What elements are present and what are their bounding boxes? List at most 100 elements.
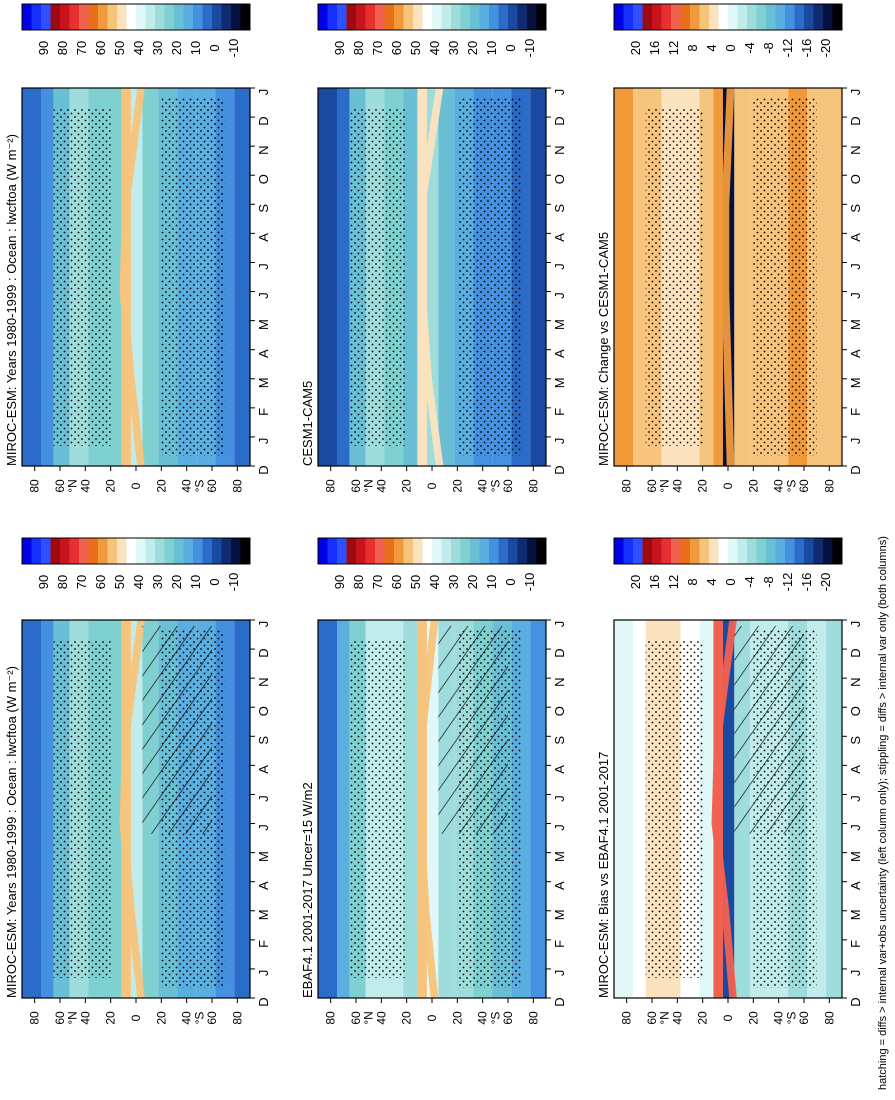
- lat-label: 40: [476, 1011, 490, 1025]
- chart-title: EBAF4.1 2001-2017 Uncer=15 W/m2: [300, 782, 315, 998]
- colorbar-swatch: [718, 4, 729, 30]
- heatmap-band: [130, 88, 143, 466]
- month-label: M: [552, 851, 567, 862]
- heatmap-band: [734, 88, 751, 466]
- lat-label: 80: [28, 479, 42, 493]
- heatmap-band: [337, 620, 350, 998]
- month-label: M: [552, 377, 567, 388]
- colorbar-label: 60: [93, 575, 108, 589]
- colorbar-label: -20: [818, 39, 833, 58]
- month-label: J: [552, 263, 567, 270]
- colorbar-swatch: [785, 538, 795, 564]
- month-label: S: [848, 204, 863, 213]
- month-label: S: [848, 736, 863, 745]
- colorbar-swatch: [413, 4, 423, 30]
- heatmap-band: [722, 620, 735, 998]
- colorbar-label: 80: [55, 41, 70, 55]
- colorbar: 20 16 12 8 4 0 -4 -8 -12 -16 -20: [613, 537, 843, 591]
- month-label: D: [552, 648, 567, 657]
- month-label: M: [256, 909, 271, 920]
- colorbar-swatch: [747, 538, 757, 564]
- colorbar-frame: [317, 3, 547, 31]
- month-label: F: [848, 408, 863, 416]
- lat-label: 60: [205, 1011, 219, 1025]
- south-label: °S: [784, 480, 798, 493]
- stippling: [645, 640, 703, 978]
- colorbar-label: 8: [685, 578, 700, 585]
- lat-label: 80: [620, 1011, 634, 1025]
- chart-panel: D J F M A M J J A S O N D J 80 60 40 20 0 20 40 60 80 °N °S MIROC…: [596, 87, 863, 493]
- colorbar-swatch: [155, 538, 165, 564]
- month-label: D: [256, 997, 271, 1006]
- heatmap-band: [130, 620, 143, 998]
- colorbar-swatch: [614, 538, 624, 564]
- colorbar-swatch: [813, 538, 824, 564]
- colorbar-swatch: [536, 538, 547, 564]
- lat-label: 0: [721, 482, 735, 489]
- colorbar-label: 20: [169, 575, 184, 589]
- lat-label: 20: [746, 479, 760, 493]
- month-label: D: [552, 465, 567, 474]
- colorbar-label: 8: [685, 44, 700, 51]
- colorbar: 90 80 70 60 50 40 30 20 10 0 -10: [317, 537, 547, 591]
- lat-label: 40: [78, 1011, 92, 1025]
- heatmap-band: [426, 88, 439, 466]
- colorbar-swatch: [212, 4, 222, 30]
- itcz-band: [119, 620, 145, 998]
- colorbar-swatch: [785, 4, 795, 30]
- colorbar-swatch: [527, 4, 537, 30]
- colorbar: 90 80 70 60 50 40 30 20 10 0 -10: [21, 3, 251, 57]
- colorbar-label: 20: [169, 41, 184, 55]
- colorbar-swatch: [642, 538, 653, 564]
- stippling: [53, 640, 111, 978]
- colorbar: 20 16 12 8 4 0 -4 -8 -12 -16 -20: [613, 3, 843, 58]
- lat-label: 40: [78, 479, 92, 493]
- colorbar-swatch: [432, 4, 442, 30]
- hatching: [734, 626, 804, 834]
- lat-label: 60: [645, 1011, 659, 1025]
- colorbar-swatch: [614, 4, 624, 30]
- lat-label: 0: [129, 482, 143, 489]
- lat-label: 60: [797, 479, 811, 493]
- colorbar-swatch: [441, 4, 452, 30]
- month-label: J: [848, 89, 863, 96]
- lat-label: 20: [154, 479, 168, 493]
- month-label: J: [848, 621, 863, 628]
- colorbar-swatch: [356, 538, 366, 564]
- month-label: D: [552, 997, 567, 1006]
- colorbar-swatch: [41, 538, 51, 564]
- colorbar-swatch: [98, 538, 108, 564]
- itcz-band: [119, 88, 145, 466]
- colorbar-swatch: [680, 4, 691, 30]
- colorbar-swatch: [536, 4, 547, 30]
- heatmap-band: [826, 620, 842, 998]
- lat-label: 0: [129, 1014, 143, 1021]
- colorbar-swatch: [384, 538, 395, 564]
- colorbar-swatch: [31, 538, 42, 564]
- colorbar-label: -8: [761, 576, 776, 588]
- colorbar-swatch: [69, 4, 80, 30]
- colorbar-label: 70: [370, 575, 385, 589]
- colorbar-swatch: [136, 4, 146, 30]
- colorbar-swatch: [403, 538, 414, 564]
- north-label: °N: [658, 479, 672, 492]
- south-label: °S: [192, 480, 206, 493]
- lat-label: 20: [696, 479, 710, 493]
- colorbar-swatch: [804, 4, 814, 30]
- colorbar-swatch: [652, 4, 662, 30]
- heatmap-band: [614, 88, 633, 466]
- heatmap-band: [614, 620, 633, 998]
- colorbar-swatch: [794, 4, 805, 30]
- colorbar-label: 16: [647, 575, 662, 589]
- month-label: J: [552, 970, 567, 977]
- lat-label: 80: [230, 1011, 244, 1025]
- colorbar-label: 10: [188, 41, 203, 55]
- heatmap-band: [337, 88, 350, 466]
- colorbar-swatch: [356, 4, 366, 30]
- month-label: J: [256, 89, 271, 96]
- colorbar-swatch: [623, 4, 634, 30]
- month-label: O: [256, 174, 271, 184]
- heatmap-band: [22, 620, 41, 998]
- colorbar-swatch: [41, 4, 51, 30]
- colorbar-swatch: [489, 4, 499, 30]
